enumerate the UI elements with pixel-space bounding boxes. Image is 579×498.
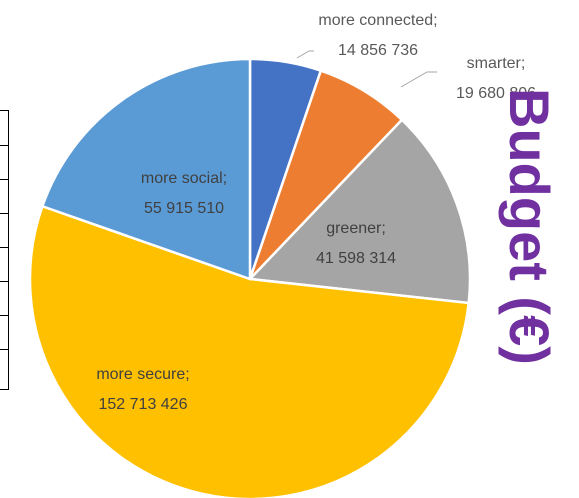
data-label-value-more-secure: 152 713 426 <box>99 396 188 413</box>
data-label-name-greener: greener; <box>326 220 386 237</box>
data-label-value-greener: 41 598 314 <box>316 250 396 267</box>
data-label-value-more-connected: 14 856 736 <box>338 42 418 59</box>
slice-more-social <box>40 57 252 281</box>
data-label-name-more-secure: more secure; <box>96 366 189 383</box>
data-label-name-smarter: smarter; <box>467 55 526 72</box>
side-title-text: Budget (€) <box>498 88 561 365</box>
slice-more-secure <box>28 204 471 498</box>
data-label-name-more-connected: more connected; <box>318 12 437 29</box>
data-label-name-more-social: more social; <box>141 170 227 187</box>
data-label-value-smarter: 19 680 806 <box>456 85 536 102</box>
leader-line-smarter <box>400 71 437 88</box>
leader-line-more-connected <box>296 50 314 59</box>
slice-greener <box>247 118 472 305</box>
table-fragment <box>0 110 9 390</box>
data-label-value-more-social: 55 915 510 <box>144 200 224 217</box>
